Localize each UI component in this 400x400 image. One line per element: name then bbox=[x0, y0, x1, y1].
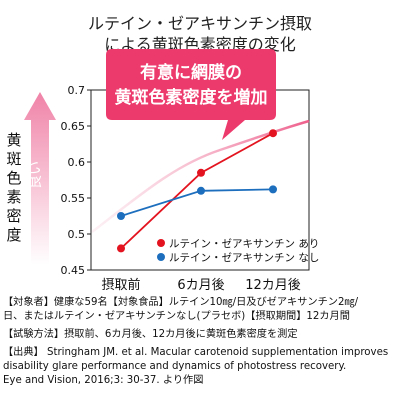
side-label-char: 斑 bbox=[6, 150, 21, 168]
y-tick-label: 0.65 bbox=[61, 120, 86, 133]
study-note-line: 【対象者】健康な59名【対象食品】ルテイン10㎎/日及びゼアキサンチン2㎎/ bbox=[3, 297, 359, 308]
study-note-line: 【試験方法】摂取前、6カ月後、12カ月後に黄斑色素密度を測定 bbox=[3, 329, 298, 340]
callout-box bbox=[106, 49, 276, 140]
y-tick-label: 0.7 bbox=[68, 84, 86, 97]
source-note-line: Eye and Vision, 2016;3: 30-37. より作図 bbox=[3, 375, 204, 386]
side-label-char: 色 bbox=[6, 169, 21, 187]
source-note-line: 【出典】 Stringham JM. et al. Macular carote… bbox=[3, 347, 389, 358]
source-note-line: disability glare performance and dynamic… bbox=[3, 361, 347, 372]
data-point bbox=[197, 186, 205, 195]
x-tick-label: 6カ月後 bbox=[177, 278, 224, 293]
line-chart: 黄 斑 色 素 密 度 良い 有意に網膜の 黄斑色素密度を増加 0.45 0.5 0… bbox=[6, 49, 319, 293]
callout-text-line-2: 黄斑色素密度を増加 bbox=[115, 87, 268, 108]
study-note-line: 日、またはルテイン・ゼアキサンチンなし(プラセボ)【摂取期間】12カ月間 bbox=[3, 311, 350, 322]
x-tick-label: 摂取前 bbox=[101, 277, 140, 293]
legend-label: ルテイン・ゼアキサンチン あり bbox=[169, 238, 319, 250]
legend-marker bbox=[157, 253, 165, 261]
y-tick-label: 0.6 bbox=[68, 156, 86, 169]
y-tick-label: 0.55 bbox=[61, 192, 86, 205]
side-label-char: 黄 bbox=[6, 131, 21, 149]
y-tick-label: 0.5 bbox=[68, 228, 86, 241]
chart-title-line-1: ルテイン・ゼアキサンチン摂取 bbox=[87, 14, 312, 33]
data-point bbox=[197, 168, 205, 177]
data-point bbox=[269, 129, 277, 138]
arrow-label: 良い bbox=[28, 161, 44, 189]
legend-label: ルテイン・ゼアキサンチン なし bbox=[169, 252, 319, 264]
good-direction-arrow bbox=[24, 92, 56, 265]
side-label-char: 度 bbox=[6, 226, 21, 244]
data-point bbox=[269, 185, 277, 194]
side-label-char: 素 bbox=[6, 188, 21, 206]
y-tick-label: 0.45 bbox=[61, 264, 86, 277]
data-point bbox=[117, 244, 125, 253]
callout-text-line-1: 有意に網膜の bbox=[140, 62, 242, 83]
legend-marker bbox=[157, 239, 165, 247]
x-tick-label: 12カ月後 bbox=[245, 278, 301, 293]
data-point bbox=[117, 212, 125, 220]
side-label-char: 密 bbox=[6, 207, 21, 225]
trend-curve bbox=[91, 119, 310, 233]
